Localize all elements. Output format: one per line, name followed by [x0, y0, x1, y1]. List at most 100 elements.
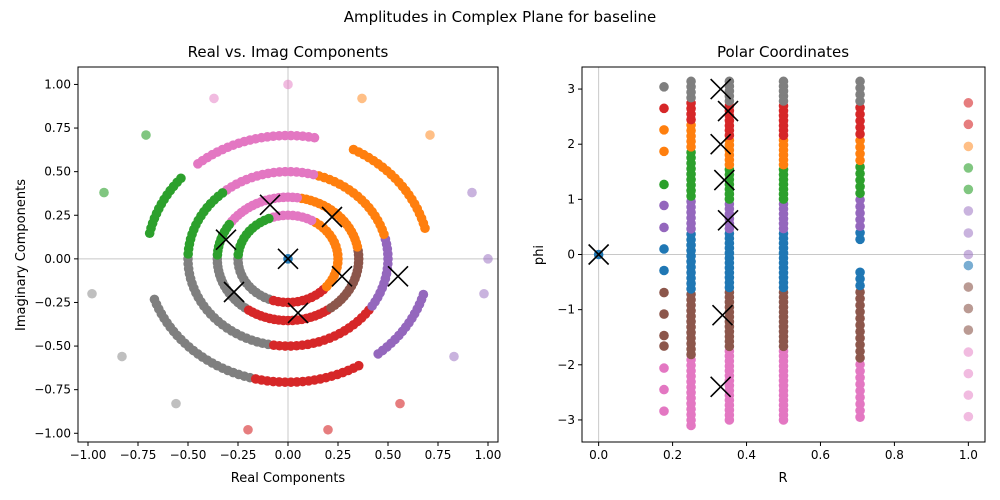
scatter-point [963, 303, 974, 314]
column-point [855, 300, 865, 311]
column-point [855, 267, 865, 278]
column-point [855, 208, 865, 218]
y-tick-label: −0.75 [34, 383, 71, 397]
scatter-point [467, 187, 477, 198]
x-tick-label: 0.4 [737, 448, 756, 462]
complex-plane-ylabel: Imaginary Components [14, 179, 29, 331]
x-tick-label: 0.8 [885, 448, 904, 462]
column-point [855, 96, 865, 106]
x-marker [713, 169, 735, 191]
column-point [855, 293, 865, 304]
x-marker [321, 206, 343, 228]
scatter-point [483, 254, 493, 264]
scatter-point [659, 265, 669, 276]
column-point [855, 234, 865, 245]
column-point [855, 372, 865, 383]
complex-plane-title: Real vs. Imag Components [188, 43, 389, 61]
column-point [855, 142, 865, 152]
column-point [855, 280, 865, 291]
column-point [855, 76, 865, 87]
ring-point [144, 228, 155, 239]
x-marker [277, 248, 299, 270]
data-points [87, 79, 493, 435]
x-tick-label: 0.2 [663, 448, 682, 462]
x-marker [331, 265, 353, 287]
column-point [855, 201, 865, 212]
ring-point [212, 250, 223, 260]
x-tick-label: 0.00 [275, 448, 302, 462]
column-point [855, 195, 865, 205]
column-point [855, 405, 865, 416]
scatter-point [395, 398, 405, 409]
column-point [855, 346, 865, 357]
column-point [855, 366, 865, 376]
x-marker [259, 194, 281, 216]
x-marker [223, 281, 245, 303]
column-point [855, 307, 865, 317]
y-tick-label: −2 [557, 358, 575, 372]
x-tick-label: 0.75 [425, 448, 452, 462]
scatter-point [659, 103, 669, 114]
column-point [855, 313, 865, 324]
column-point [855, 386, 865, 396]
ring-point [353, 360, 364, 371]
scatter-point [963, 249, 974, 260]
x-tick-label: −0.75 [120, 448, 157, 462]
ring-point [348, 144, 359, 155]
scatter-point [117, 351, 127, 362]
y-tick-label: 0.75 [44, 121, 71, 135]
column-point [855, 116, 865, 126]
scatter-point [449, 351, 459, 362]
column-point [855, 188, 865, 199]
scatter-point [659, 125, 669, 135]
column-point [855, 412, 865, 422]
x-markers [588, 78, 739, 398]
y-tick-label: 1.00 [44, 77, 71, 91]
column-point [855, 399, 865, 409]
polar-title: Polar Coordinates [717, 43, 849, 61]
column-point [855, 122, 865, 133]
x-markers [215, 194, 409, 324]
scatter-point [963, 368, 974, 379]
scatter-point [659, 406, 669, 416]
scatter-point [963, 347, 974, 357]
scatter-point [963, 260, 974, 271]
polar-ylabel: phi [532, 245, 547, 265]
scatter-point [659, 244, 669, 254]
scatter-point [963, 228, 974, 238]
scatter-point [87, 288, 97, 299]
scatter-point [963, 141, 974, 152]
x-tick-label: 0.6 [811, 448, 830, 462]
scatter-point [209, 93, 219, 104]
y-tick-label: −1 [557, 303, 575, 317]
x-marker [287, 302, 309, 324]
scatter-point [171, 398, 181, 409]
x-marker [710, 376, 732, 398]
x-marker [588, 243, 610, 266]
x-tick-label: −0.25 [220, 448, 257, 462]
scatter-point [659, 82, 669, 92]
column-point [855, 379, 865, 390]
x-tick-label: −1.00 [70, 448, 107, 462]
y-tick-label: 2 [567, 137, 575, 151]
column-point [855, 181, 865, 192]
column-point [855, 326, 865, 337]
y-tick-label: −0.25 [34, 295, 71, 309]
column-point [855, 353, 865, 363]
column-point [855, 168, 865, 179]
column-point [855, 89, 865, 100]
x-marker [387, 265, 409, 287]
x-marker [717, 100, 739, 122]
scatter-point [963, 163, 974, 173]
y-tick-label: −1.00 [34, 426, 71, 440]
scatter-point [243, 424, 253, 435]
ring-point [183, 249, 193, 259]
y-tick-label: 0.50 [44, 165, 71, 179]
column-point [778, 76, 789, 87]
scatter-point [659, 341, 669, 351]
scatter-point [659, 200, 669, 211]
scatter-point [99, 187, 109, 198]
column-point [855, 155, 865, 166]
